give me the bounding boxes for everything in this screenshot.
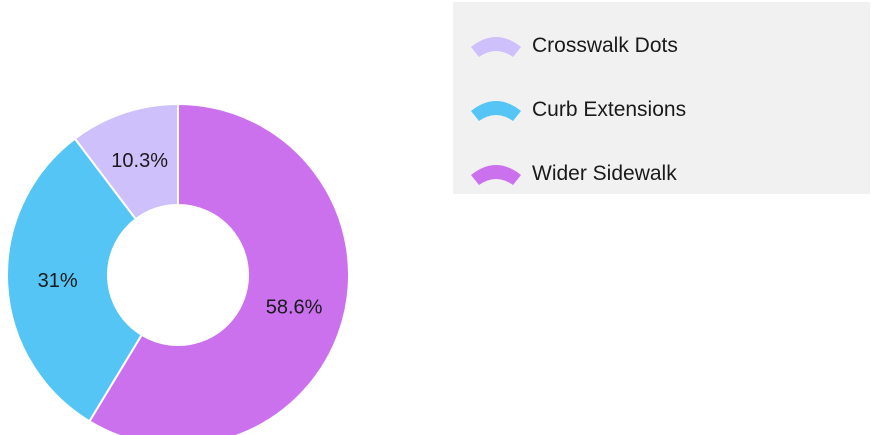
slice-wider-sidewalk[interactable] (88, 102, 350, 435)
slice-curb-extensions[interactable] (6, 137, 144, 423)
legend-label: Curb Extensions (532, 98, 687, 121)
legend-label: Wider Sidewalk (532, 162, 677, 185)
legend-label: Crosswalk Dots (532, 34, 678, 57)
fan-swatch-icon (471, 165, 521, 185)
slices-layer (6, 102, 350, 435)
legend-item-crosswalk-dots[interactable]: Crosswalk Dots (453, 14, 870, 78)
labels-layer: 10.3% 31% 58.6% (38, 150, 323, 319)
label-curb-extensions: 31% (38, 270, 78, 292)
label-wider-sidewalk: 58.6% (266, 296, 323, 318)
legend-item-wider-sidewalk[interactable]: Wider Sidewalk (453, 142, 870, 206)
legend-item-curb-extensions[interactable]: Curb Extensions (453, 78, 870, 142)
label-crosswalk-dots: 10.3% (111, 150, 168, 172)
donut-chart: 10.3% 31% 58.6% (6, 102, 350, 435)
chart-legend: Crosswalk Dots Curb Extensions Wider Sid… (453, 2, 870, 194)
fan-swatch-icon (471, 101, 521, 121)
fan-swatch-icon (471, 37, 521, 57)
